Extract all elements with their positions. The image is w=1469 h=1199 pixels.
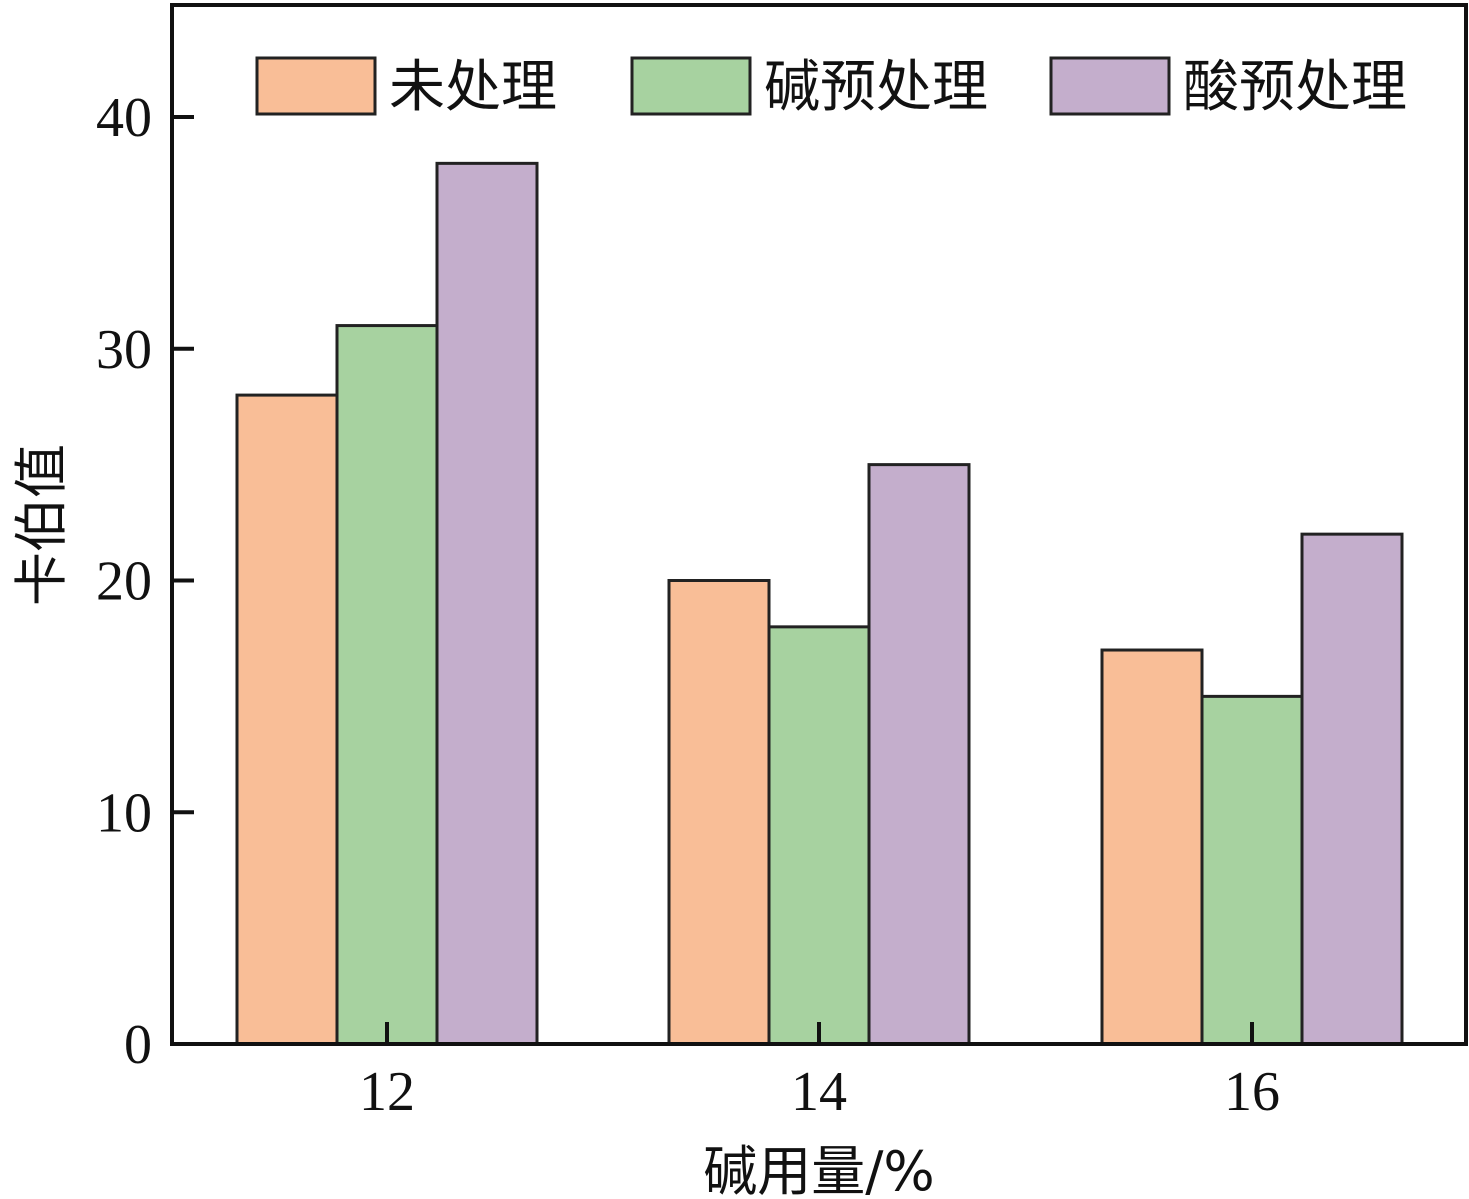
y-tick-label: 30 (96, 319, 152, 381)
legend-label-1: 碱预处理 (764, 55, 988, 120)
legend: 未处理 碱预处理 酸预处理 (255, 55, 1407, 120)
legend-label-0: 未处理 (389, 55, 557, 120)
y-tick-label: 10 (96, 782, 152, 844)
x-axis: 12 14 16 (359, 1022, 1280, 1123)
y-tick-label: 20 (96, 551, 152, 613)
bar-12-series-1 (335, 324, 439, 1046)
y-tick-label: 40 (96, 87, 152, 149)
bar-16-series-1 (1200, 694, 1304, 1046)
bar-14-series-1 (767, 625, 871, 1046)
x-axis-label: 碱用量/% (703, 1140, 935, 1199)
bar-14-series-2 (867, 463, 971, 1046)
legend-label-2: 酸预处理 (1183, 55, 1407, 120)
bar-16-series-2 (1300, 532, 1404, 1046)
bar-12-series-2 (435, 161, 539, 1046)
bar-14-series-0 (667, 579, 771, 1046)
y-axis: 0 10 20 30 40 (96, 87, 194, 1076)
legend-swatch-0 (255, 56, 377, 116)
legend-swatch-2 (1049, 56, 1171, 116)
y-tick-label: 0 (124, 1014, 152, 1076)
x-tick-label: 16 (1224, 1061, 1280, 1123)
x-tick-label: 14 (791, 1061, 847, 1123)
y-axis-label: 卡伯值 (10, 444, 73, 606)
bar-12-series-0 (235, 393, 339, 1046)
bar-16-series-0 (1100, 648, 1204, 1046)
legend-swatch-1 (630, 56, 752, 116)
x-tick-label: 12 (359, 1061, 415, 1123)
bars-group (235, 161, 1404, 1046)
